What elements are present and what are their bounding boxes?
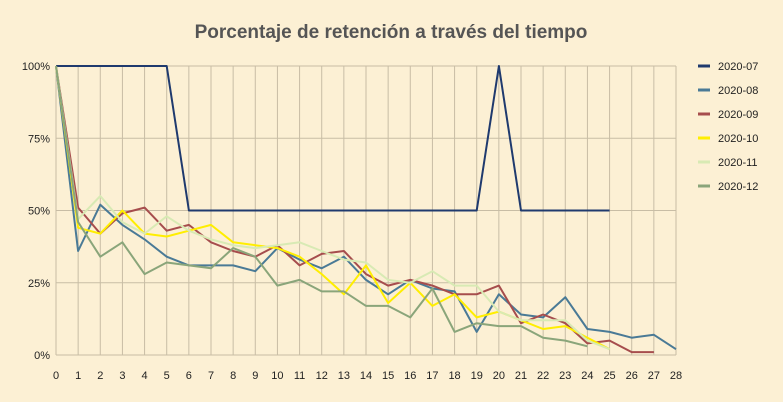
x-tick-label: 20 (493, 370, 505, 382)
y-tick-label: 0% (34, 350, 50, 362)
x-tick-label: 16 (404, 370, 416, 382)
x-tick-label: 11 (294, 370, 305, 382)
y-tick-label: 50% (28, 206, 50, 218)
x-tick-label: 14 (360, 370, 372, 382)
x-tick-label: 28 (670, 370, 682, 382)
x-tick-label: 13 (338, 370, 350, 382)
series-line-2020-07 (56, 65, 610, 212)
series-lines (55, 65, 677, 354)
legend-label-2020-08: 2020-08 (718, 85, 758, 97)
x-tick-label: 3 (119, 370, 125, 382)
series-line-2020-12 (55, 65, 588, 348)
x-tick-label: 12 (316, 370, 328, 382)
y-tick-label: 100% (22, 61, 50, 73)
legend-label-2020-07: 2020-07 (718, 61, 758, 73)
series-line-2020-09 (55, 65, 654, 354)
series-line-2020-10 (55, 65, 611, 351)
series-line-2020-11 (55, 65, 610, 351)
x-tick-label: 15 (382, 370, 394, 382)
axis-labels: 0%25%50%75%100%0 1 2 3 4 5 6 7 8 9 10 11 12 13 14 15 16 1… (22, 61, 682, 382)
x-tick-label: 23 (559, 370, 571, 382)
x-tick-label: 9 (252, 370, 258, 382)
x-tick-label: 22 (537, 370, 549, 382)
x-tick-label: 18 (448, 370, 460, 382)
x-tick-label: 1 (75, 370, 81, 382)
x-tick-label: 24 (581, 370, 593, 382)
chart-title: Porcentaje de retención a través del tie… (195, 22, 588, 43)
x-tick-label: 8 (230, 370, 236, 382)
x-tick-label: 7 (208, 370, 214, 382)
y-tick-label: 75% (28, 133, 50, 145)
x-tick-label: 4 (142, 370, 148, 382)
x-tick-label: 5 (164, 370, 170, 382)
x-tick-label: 21 (515, 370, 527, 382)
legend: 2020-07 2020-08 2020-09 2020-10 2020-11 2020-… (698, 61, 758, 193)
x-tick-label: 25 (603, 370, 615, 382)
legend-label-2020-10: 2020-10 (718, 133, 758, 145)
x-tick-label: 0 (53, 370, 59, 382)
legend-label-2020-09: 2020-09 (718, 109, 758, 121)
x-tick-label: 10 (271, 370, 283, 382)
x-tick-label: 2 (97, 370, 103, 382)
x-tick-label: 27 (648, 370, 660, 382)
x-tick-label: 19 (471, 370, 483, 382)
x-tick-label: 26 (626, 370, 638, 382)
legend-label-2020-11: 2020-11 (718, 157, 758, 169)
legend-label-2020-12: 2020-12 (718, 181, 758, 193)
x-tick-label: 6 (186, 370, 192, 382)
x-tick-label: 17 (426, 370, 438, 382)
series-line-2020-08 (55, 65, 677, 351)
y-tick-label: 25% (28, 278, 50, 290)
